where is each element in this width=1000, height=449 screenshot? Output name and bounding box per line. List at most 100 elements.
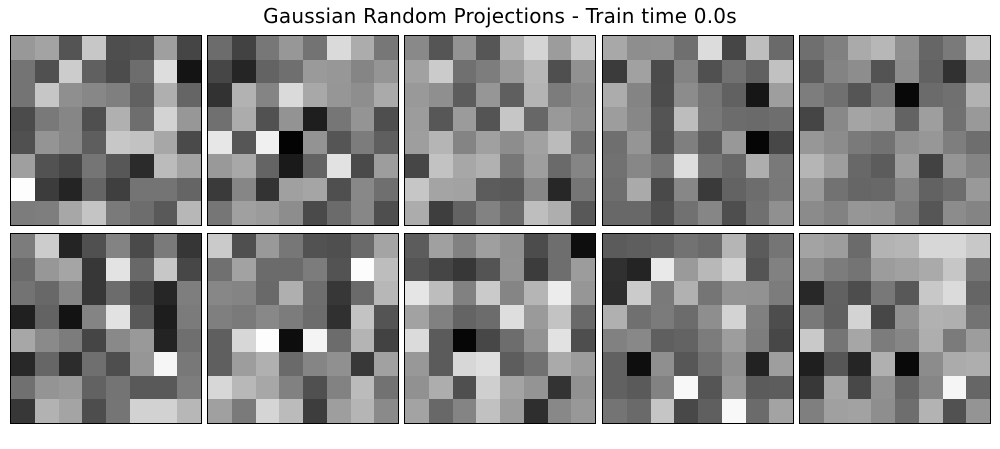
heatmap-cell <box>895 257 919 282</box>
heatmap-cell <box>871 154 895 178</box>
heatmap-cell <box>942 328 967 353</box>
heatmap-cell <box>231 59 256 84</box>
heatmap-cell <box>918 106 943 131</box>
heatmap-cell <box>650 177 675 202</box>
heatmap-cell <box>942 281 967 305</box>
heatmap-cell <box>500 328 524 353</box>
heatmap-cell <box>350 83 375 107</box>
heatmap-cell <box>452 399 477 423</box>
heatmap-cell <box>769 304 793 329</box>
heatmap-cell <box>745 234 770 258</box>
heatmap-cell <box>208 201 232 225</box>
heatmap-cell <box>428 281 453 305</box>
heatmap-cell <box>847 399 872 423</box>
heatmap-cell <box>603 257 627 282</box>
heatmap-cell <box>547 257 572 282</box>
heatmap-cell <box>350 177 375 202</box>
heatmap-cell <box>547 399 572 423</box>
heatmap-cell <box>34 234 59 258</box>
heatmap-cell <box>650 234 675 258</box>
heatmap-cell <box>82 177 106 202</box>
heatmap-cell <box>847 59 872 84</box>
heatmap-cell <box>326 375 351 400</box>
heatmap-cell <box>698 177 722 202</box>
heatmap-cell <box>476 130 500 155</box>
heatmap-cell <box>208 36 232 60</box>
heatmap-cell <box>405 154 429 178</box>
heatmap-cell <box>895 36 919 60</box>
heatmap-cell <box>650 352 675 376</box>
heatmap-cell <box>374 201 398 225</box>
heatmap-cell <box>82 83 106 107</box>
heatmap-cell <box>847 257 872 282</box>
heatmap-cell <box>800 234 824 258</box>
projection-panel-4 <box>602 35 794 226</box>
heatmap-cell <box>350 130 375 155</box>
heatmap-cell <box>34 399 59 423</box>
heatmap-cell <box>350 154 375 178</box>
heatmap-cell <box>500 106 524 131</box>
heatmap-cell <box>326 257 351 282</box>
heatmap-cell <box>11 83 35 107</box>
heatmap-cell <box>547 234 572 258</box>
heatmap-cell <box>547 106 572 131</box>
heatmap-cell <box>106 234 130 258</box>
heatmap-cell <box>153 352 178 376</box>
heatmap-cell <box>208 59 232 84</box>
heatmap-cell <box>326 399 351 423</box>
heatmap-cell <box>326 352 351 376</box>
heatmap-cell <box>571 281 595 305</box>
heatmap-cell <box>255 304 280 329</box>
heatmap-cell <box>769 328 793 353</box>
heatmap-cell <box>452 257 477 282</box>
heatmap-cell <box>650 304 675 329</box>
heatmap-cell <box>208 375 232 400</box>
heatmap-cell <box>847 83 872 107</box>
heatmap-cell <box>303 375 327 400</box>
heatmap-cell <box>106 399 130 423</box>
heatmap-cell <box>153 106 178 131</box>
heatmap-cell <box>500 234 524 258</box>
heatmap-cell <box>674 130 698 155</box>
heatmap-cell <box>255 375 280 400</box>
heatmap-cell <box>603 177 627 202</box>
heatmap-cell <box>428 83 453 107</box>
heatmap-cell <box>626 59 651 84</box>
heatmap-cell <box>34 257 59 282</box>
heatmap-cell <box>34 36 59 60</box>
heatmap-cell <box>11 234 35 258</box>
heatmap-cell <box>650 59 675 84</box>
heatmap-cell <box>674 36 698 60</box>
heatmap-cell <box>871 399 895 423</box>
heatmap-cell <box>350 257 375 282</box>
heatmap-cell <box>523 130 548 155</box>
heatmap-cell <box>823 106 848 131</box>
heatmap-cell <box>106 328 130 353</box>
heatmap-cell <box>523 257 548 282</box>
heatmap-cell <box>350 201 375 225</box>
projection-panel-2 <box>207 35 399 226</box>
heatmap-cell <box>82 352 106 376</box>
heatmap-cell <box>231 257 256 282</box>
heatmap-cell <box>153 375 178 400</box>
heatmap-cell <box>895 399 919 423</box>
heatmap-cell <box>208 257 232 282</box>
heatmap-cell <box>208 234 232 258</box>
heatmap-cell <box>279 234 303 258</box>
heatmap-cell <box>177 399 201 423</box>
heatmap-cell <box>847 130 872 155</box>
heatmap-cell <box>523 352 548 376</box>
heatmap-cell <box>106 177 130 202</box>
heatmap-cell <box>303 106 327 131</box>
heatmap-cell <box>966 130 990 155</box>
heatmap-cell <box>153 36 178 60</box>
heatmap-cell <box>547 154 572 178</box>
heatmap-cell <box>650 130 675 155</box>
heatmap-cell <box>800 83 824 107</box>
heatmap-cell <box>500 36 524 60</box>
heatmap-cell <box>58 83 83 107</box>
heatmap-cell <box>523 154 548 178</box>
heatmap-cell <box>208 154 232 178</box>
heatmap-cell <box>823 281 848 305</box>
heatmap-cell <box>918 304 943 329</box>
